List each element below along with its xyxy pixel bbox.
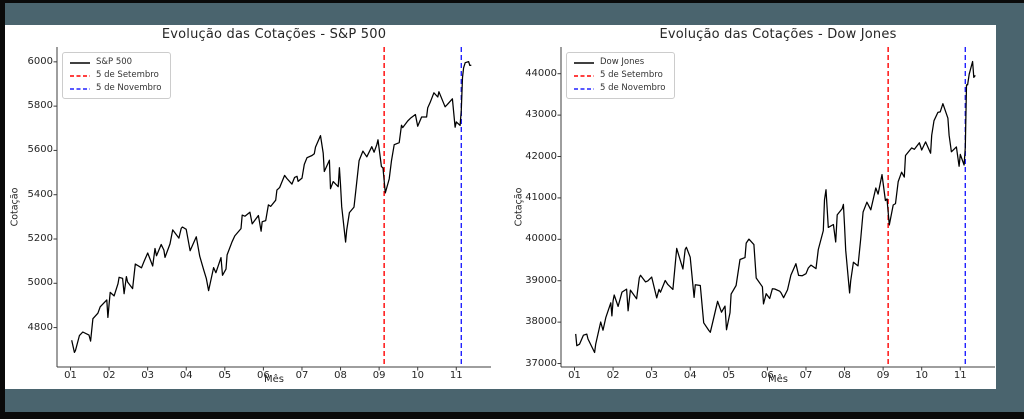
legend: S&P 500 5 de Setembro 5 de Novembro (62, 52, 172, 99)
y-tick-label: 38000 (525, 316, 557, 328)
series-line (575, 60, 976, 354)
x-tick-label: 10 (915, 370, 929, 381)
dashed-line-swatch-icon (70, 87, 90, 90)
y-tick-label: 5000 (27, 277, 53, 289)
x-tick-label: 08 (838, 370, 851, 381)
chart-dowjones: Evolução das Cotações - Dow Jones Cotaçã… (509, 25, 996, 389)
y-tick-label: 5400 (27, 188, 53, 200)
solid-line-swatch-icon (574, 61, 594, 64)
legend-label: 5 de Setembro (96, 70, 159, 80)
x-tick-label: 03 (141, 370, 155, 381)
x-tick-label: 11 (953, 370, 967, 381)
legend-label: Dow Jones (600, 57, 645, 67)
legend-label: 5 de Novembro (96, 83, 162, 93)
y-tick-label: 6000 (27, 55, 53, 67)
legend-item: S&P 500 (70, 57, 161, 68)
y-tick-label: 43000 (525, 109, 557, 121)
y-tick-label: 39000 (525, 274, 557, 286)
x-tick-label: 02 (102, 370, 116, 381)
legend-label: S&P 500 (96, 57, 133, 67)
x-tick-label: 08 (334, 370, 347, 381)
x-tick-label: 04 (683, 370, 697, 381)
legend-item: 5 de Setembro (574, 70, 665, 81)
x-tick-label: 06 (257, 370, 270, 381)
y-tick-label: 44000 (525, 67, 557, 79)
x-tick-label: 03 (645, 370, 659, 381)
x-tick-label: 09 (372, 370, 386, 381)
y-tick-label: 42000 (525, 150, 557, 162)
x-tick-label: 10 (411, 370, 425, 381)
y-tick-label: 37000 (525, 357, 557, 369)
x-tick-label: 01 (64, 370, 77, 381)
legend-label: 5 de Setembro (600, 70, 663, 80)
x-tick-label: 09 (876, 370, 890, 381)
x-tick-label: 06 (761, 370, 774, 381)
legend-item: Dow Jones (574, 57, 665, 68)
plot-area-dowjones (557, 47, 995, 371)
chart-sp500: Evolução das Cotações - S&P 500 Cotação … (5, 25, 502, 389)
plot-area-sp500 (53, 47, 491, 371)
x-axis-label: Mês (768, 374, 788, 385)
x-tick-label: 11 (449, 370, 463, 381)
x-tick-label: 01 (568, 370, 581, 381)
x-tick-label: 07 (799, 370, 813, 381)
y-tick-label: 5800 (27, 100, 53, 112)
dashed-line-swatch-icon (574, 87, 594, 90)
x-tick-label: 05 (722, 370, 736, 381)
x-tick-label: 07 (295, 370, 309, 381)
legend-label: 5 de Novembro (600, 83, 666, 93)
legend-item: 5 de Novembro (574, 83, 665, 94)
legend: Dow Jones 5 de Setembro 5 de Novembro (566, 52, 676, 99)
legend-item: 5 de Novembro (70, 83, 161, 94)
y-tick-label: 4800 (27, 321, 53, 333)
x-tick-label: 05 (218, 370, 232, 381)
y-tick-label: 5200 (27, 233, 53, 244)
y-tick-label: 40000 (525, 233, 557, 245)
series-line (71, 60, 472, 354)
x-tick-label: 02 (606, 370, 620, 381)
x-tick-label: 04 (179, 370, 193, 381)
solid-line-swatch-icon (70, 61, 90, 64)
y-tick-label: 5600 (27, 144, 53, 156)
chart-title-dowjones: Evolução das Cotações - Dow Jones (659, 27, 897, 42)
legend-item: 5 de Setembro (70, 70, 161, 81)
x-axis-label: Mês (264, 374, 284, 385)
dashed-line-swatch-icon (574, 74, 594, 77)
chart-title-sp500: Evolução das Cotações - S&P 500 (161, 27, 387, 42)
matplotlib-figure: Evolução das Cotações - S&P 500 Cotação … (5, 25, 996, 389)
dashed-line-swatch-icon (70, 74, 90, 77)
y-tick-label: 41000 (525, 191, 557, 203)
window-frame: Evolução das Cotações - S&P 500 Cotação … (5, 3, 1024, 412)
